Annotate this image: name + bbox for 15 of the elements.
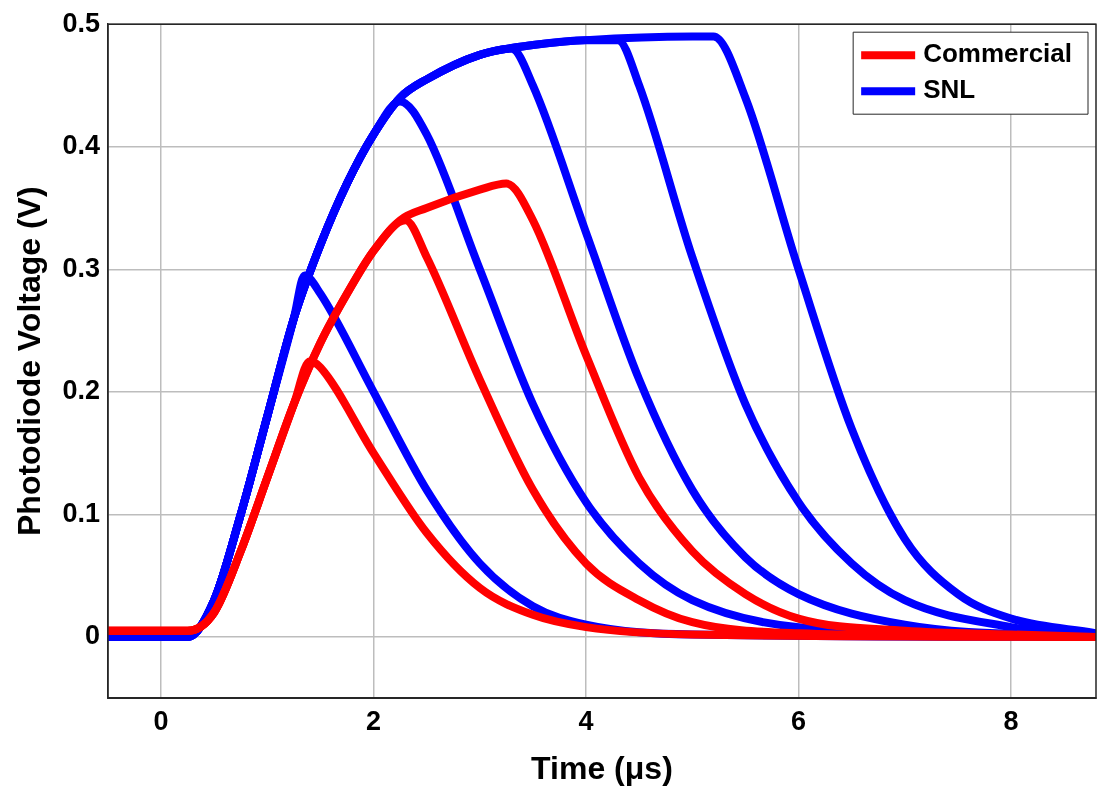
- y-tick-label: 0: [84, 620, 100, 651]
- y-axis-title: Photodiode Voltage (V): [11, 186, 48, 536]
- y-tick-label: 0.5: [62, 7, 100, 38]
- y-tick-label: 0.3: [62, 252, 100, 283]
- x-tick-label: 4: [578, 705, 594, 736]
- x-tick-label: 6: [791, 705, 807, 736]
- x-tick-label: 8: [1003, 705, 1019, 736]
- y-tick-label: 0.1: [62, 497, 100, 528]
- legend-label: Commercial: [923, 38, 1072, 69]
- y-tick-label: 0.4: [62, 130, 100, 161]
- x-axis-title: Time (μs): [531, 749, 673, 786]
- legend-label: SNL: [923, 74, 976, 105]
- y-tick-label: 0.2: [62, 375, 100, 406]
- x-tick-label: 2: [366, 705, 382, 736]
- x-tick-label: 0: [153, 705, 169, 736]
